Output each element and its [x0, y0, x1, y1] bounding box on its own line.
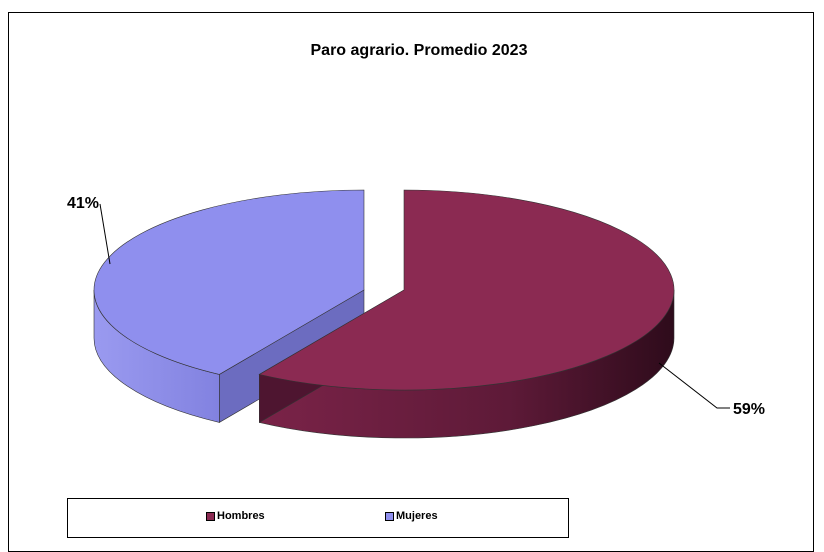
legend-swatch-hombres [206, 512, 215, 521]
value-label-hombres: 59% [733, 401, 765, 418]
legend-item-hombres: Hombres [206, 510, 265, 522]
chart-legend: Hombres Mujeres [67, 498, 569, 538]
leader-line-hombres [659, 363, 730, 408]
legend-label-hombres: Hombres [217, 510, 265, 522]
pie-slices [94, 190, 674, 438]
leader-line-mujeres [100, 204, 110, 264]
chart-title: Paro agrario. Promedio 2023 [311, 42, 528, 59]
legend-item-mujeres: Mujeres [385, 510, 438, 522]
value-label-mujeres: 41% [67, 195, 99, 212]
legend-swatch-mujeres [385, 512, 394, 521]
legend-label-mujeres: Mujeres [396, 510, 438, 522]
